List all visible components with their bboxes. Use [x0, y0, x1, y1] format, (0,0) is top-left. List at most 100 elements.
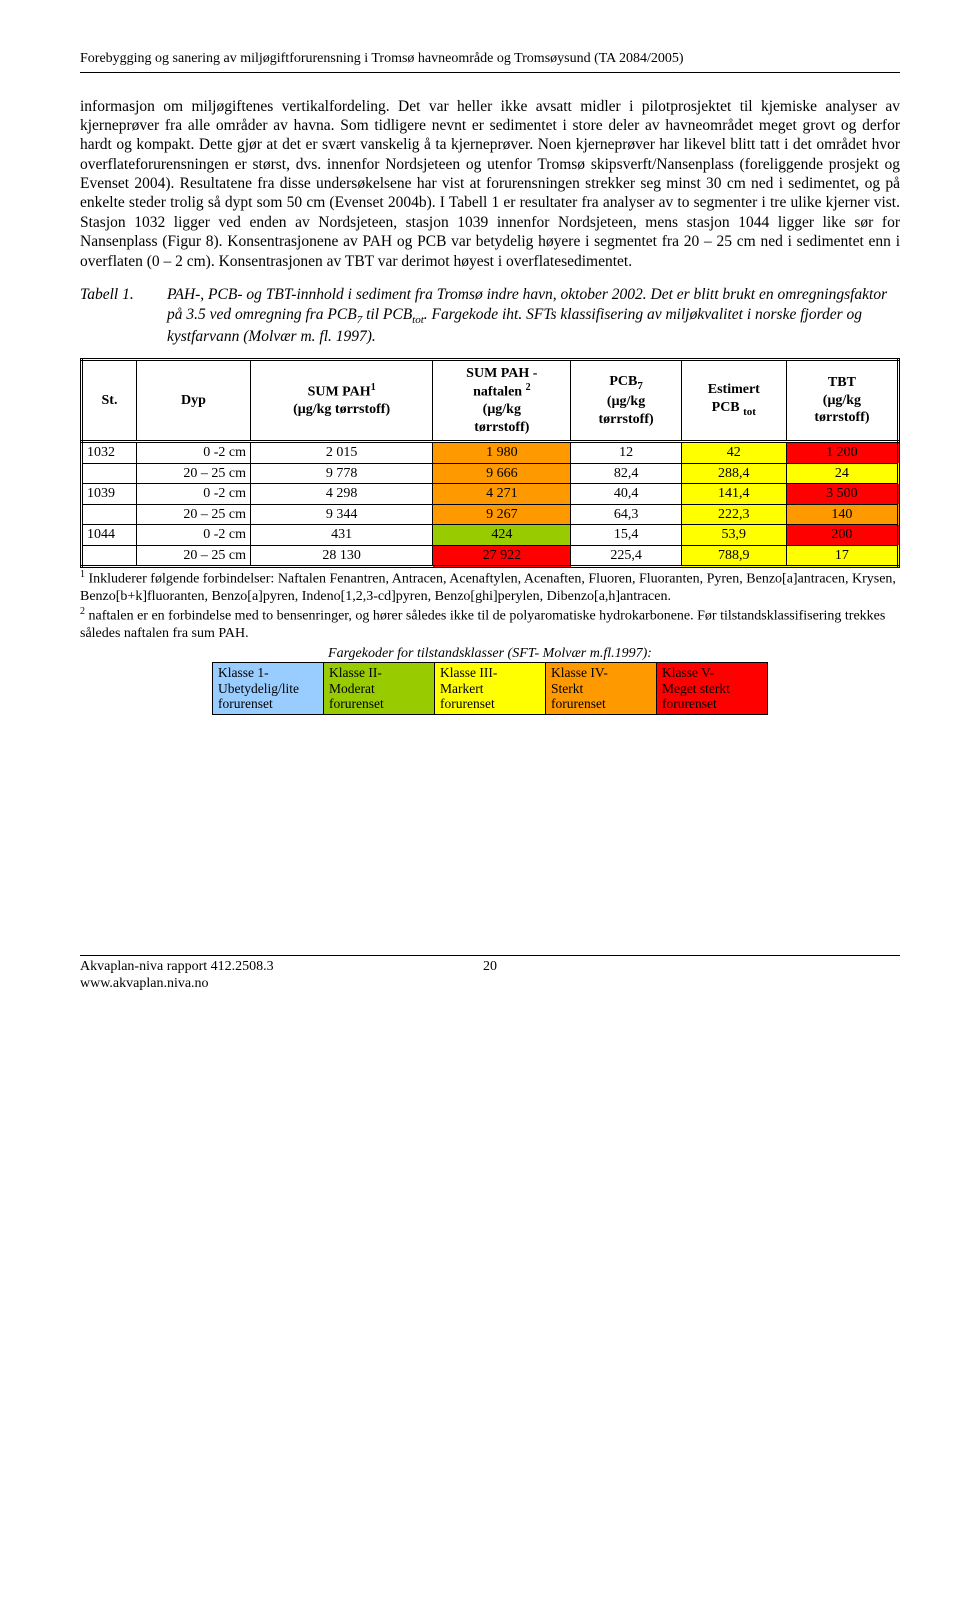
page-footer: Akvaplan-niva rapport 412.2508.3 www.akv…: [80, 955, 900, 993]
col-sumpah: SUM PAH1 (μg/kg tørrstoff): [251, 359, 433, 442]
col5-b: (μg/kg: [823, 393, 861, 408]
table-row: 10320 -2 cm2 0151 98012421 200: [82, 442, 899, 464]
fn1-text: Inkluderer følgende forbindelser: Naftal…: [80, 572, 896, 604]
cell-value: 1 200: [786, 442, 898, 464]
data-table: St. Dyp SUM PAH1 (μg/kg tørrstoff) SUM P…: [80, 358, 900, 569]
cell-st: 1032: [82, 442, 137, 464]
table-caption-row: Tabell 1. PAH-, PCB- og TBT-innhold i se…: [80, 285, 900, 348]
cell-dyp: 0 -2 cm: [137, 484, 251, 505]
cell-value: 431: [251, 525, 433, 546]
cell-value: 12: [571, 442, 681, 464]
page-header: Forebygging og sanering av miljøgiftforu…: [80, 50, 900, 68]
col5-c: tørrstoff): [814, 410, 869, 425]
legend-cell: Klasse V-Meget sterktforurenset: [657, 663, 768, 715]
col4-b: PCB: [712, 400, 744, 415]
footer-left: Akvaplan-niva rapport 412.2508.3 www.akv…: [80, 958, 390, 993]
cell-value: 1 980: [433, 442, 571, 464]
cell-value: 64,3: [571, 504, 681, 525]
cell-value: 424: [433, 525, 571, 546]
cell-value: 288,4: [681, 463, 786, 484]
col-tbt: TBT (μg/kg tørrstoff): [786, 359, 898, 442]
cell-value: 15,4: [571, 525, 681, 546]
cell-value: 9 344: [251, 504, 433, 525]
table-body: 10320 -2 cm2 0151 98012421 20020 – 25 cm…: [82, 442, 899, 567]
body-paragraph: informasjon om miljøgiftenes vertikalfor…: [80, 97, 900, 271]
cell-value: 222,3: [681, 504, 786, 525]
cell-value: 53,9: [681, 525, 786, 546]
cell-value: 42: [681, 442, 786, 464]
cell-value: 9 778: [251, 463, 433, 484]
cell-value: 200: [786, 525, 898, 546]
footnote-1: 1 Inkluderer følgende forbindelser: Naft…: [80, 569, 900, 605]
table-row: 20 – 25 cm9 7789 66682,4288,424: [82, 463, 899, 484]
cell-dyp: 20 – 25 cm: [137, 545, 251, 567]
col2-a: SUM PAH -: [466, 366, 537, 381]
col-st: St.: [82, 359, 137, 442]
caption-text-mid: til PCB: [362, 306, 412, 323]
footer-url: www.akvaplan.niva.no: [80, 975, 390, 993]
cell-dyp: 0 -2 cm: [137, 442, 251, 464]
cell-value: 28 130: [251, 545, 433, 567]
cell-value: 4 298: [251, 484, 433, 505]
header-rule: [80, 72, 900, 73]
cell-dyp: 20 – 25 cm: [137, 463, 251, 484]
cell-st: 1044: [82, 525, 137, 546]
col2-sup: 2: [526, 382, 531, 393]
cell-dyp: 0 -2 cm: [137, 525, 251, 546]
table-row: 10440 -2 cm43142415,453,9200: [82, 525, 899, 546]
caption-sub-2: tot: [412, 314, 424, 326]
col-estimert: Estimert PCB tot: [681, 359, 786, 442]
cell-value: 27 922: [433, 545, 571, 567]
table-row: 20 – 25 cm28 13027 922225,4788,917: [82, 545, 899, 567]
cell-st: [82, 545, 137, 567]
col2-b: naftalen: [473, 385, 526, 400]
footer-rule: [80, 955, 900, 956]
footer-report: Akvaplan-niva rapport 412.2508.3: [80, 958, 390, 976]
table-label: Tabell 1.: [80, 285, 167, 304]
cell-value: 9 267: [433, 504, 571, 525]
cell-value: 9 666: [433, 463, 571, 484]
table-row: 20 – 25 cm9 3449 26764,3222,3140: [82, 504, 899, 525]
cell-value: 17: [786, 545, 898, 567]
col-sumpah-naftalen: SUM PAH - naftalen 2 (μg/kg tørrstoff): [433, 359, 571, 442]
color-legend-table: Klasse 1-Ubetydelig/liteforurensetKlasse…: [212, 662, 768, 715]
col1-sup: 1: [371, 382, 376, 393]
footer-page-number: 20: [390, 958, 590, 993]
col4-sub: tot: [743, 406, 756, 418]
col3-sub: 7: [637, 379, 643, 391]
cell-value: 4 271: [433, 484, 571, 505]
cell-value: 2 015: [251, 442, 433, 464]
cell-st: [82, 463, 137, 484]
cell-st: [82, 504, 137, 525]
col3-a: PCB: [609, 374, 637, 389]
footnote-2: 2 naftalen er en forbindelse med to bens…: [80, 606, 900, 642]
table-row: 10390 -2 cm4 2984 27140,4141,43 500: [82, 484, 899, 505]
col3-c: tørrstoff): [598, 412, 653, 427]
cell-st: 1039: [82, 484, 137, 505]
fn2-text: naftalen er en forbindelse med to bensen…: [80, 609, 885, 641]
col5-a: TBT: [828, 375, 856, 390]
cell-dyp: 20 – 25 cm: [137, 504, 251, 525]
table-caption: PAH-, PCB- og TBT-innhold i sediment fra…: [167, 285, 900, 348]
color-legend-caption: Fargekoder for tilstandsklasser (SFT- Mo…: [80, 645, 900, 663]
col3-b: (μg/kg: [607, 394, 645, 409]
cell-value: 24: [786, 463, 898, 484]
col2-c: (μg/kg: [483, 402, 521, 417]
cell-value: 82,4: [571, 463, 681, 484]
legend-cell: Klasse III-Markertforurenset: [435, 663, 546, 715]
cell-value: 788,9: [681, 545, 786, 567]
cell-value: 225,4: [571, 545, 681, 567]
table-head: St. Dyp SUM PAH1 (μg/kg tørrstoff) SUM P…: [82, 359, 899, 442]
legend-cell: Klasse II-Moderatforurenset: [324, 663, 435, 715]
col2-d: tørrstoff): [474, 420, 529, 435]
cell-value: 3 500: [786, 484, 898, 505]
col4-a: Estimert: [708, 382, 760, 397]
col-pcb7: PCB7 (μg/kg tørrstoff): [571, 359, 681, 442]
cell-value: 40,4: [571, 484, 681, 505]
legend-cell: Klasse 1-Ubetydelig/liteforurenset: [213, 663, 324, 715]
col-dyp: Dyp: [137, 359, 251, 442]
cell-value: 141,4: [681, 484, 786, 505]
col1-a: SUM PAH: [308, 385, 371, 400]
col1-b: (μg/kg tørrstoff): [293, 402, 390, 417]
cell-value: 140: [786, 504, 898, 525]
